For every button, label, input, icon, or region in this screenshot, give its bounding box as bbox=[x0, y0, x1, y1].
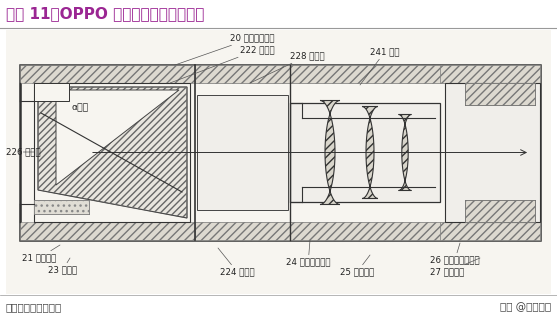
Text: 26 第一图像传感器: 26 第一图像传感器 bbox=[430, 243, 480, 264]
Bar bbox=[440, 222, 540, 240]
Bar bbox=[20, 65, 540, 83]
Text: 资料来源：新浪数码: 资料来源：新浪数码 bbox=[6, 302, 62, 312]
Polygon shape bbox=[320, 100, 340, 204]
Bar bbox=[34, 83, 190, 222]
Text: 226 入光面: 226 入光面 bbox=[6, 147, 41, 157]
Bar bbox=[195, 65, 290, 83]
Bar bbox=[465, 200, 535, 222]
Bar bbox=[445, 83, 540, 222]
Bar bbox=[465, 83, 535, 105]
Text: 21 第一外壳: 21 第一外壳 bbox=[22, 245, 60, 263]
Bar bbox=[440, 65, 540, 83]
Text: 241 镜片: 241 镜片 bbox=[360, 48, 399, 85]
Text: 24 第一镜片组件: 24 第一镜片组件 bbox=[286, 240, 330, 266]
Text: 20 第一成像模组: 20 第一成像模组 bbox=[175, 33, 275, 65]
Bar bbox=[34, 200, 89, 214]
Bar bbox=[34, 200, 89, 214]
Bar bbox=[465, 83, 535, 105]
Bar bbox=[290, 103, 440, 202]
Polygon shape bbox=[56, 90, 179, 185]
Polygon shape bbox=[399, 115, 412, 190]
Text: 222 入光面: 222 入光面 bbox=[170, 46, 275, 83]
Bar bbox=[197, 95, 288, 210]
Polygon shape bbox=[362, 107, 378, 198]
Bar bbox=[290, 65, 440, 83]
Bar bbox=[6, 30, 551, 294]
Text: 23 安插座: 23 安插座 bbox=[48, 258, 77, 275]
Text: 224 背光面: 224 背光面 bbox=[218, 248, 255, 277]
Bar bbox=[20, 65, 540, 240]
Text: 头条 @未来智库: 头条 @未来智库 bbox=[500, 302, 551, 312]
Bar bbox=[290, 222, 440, 240]
Bar bbox=[34, 83, 69, 101]
Bar bbox=[465, 200, 535, 222]
Text: 27 驱动机构: 27 驱动机构 bbox=[430, 258, 480, 277]
Text: 图表 11：OPPO 的潜望式摄像头专利图: 图表 11：OPPO 的潜望式摄像头专利图 bbox=[6, 6, 204, 21]
Bar bbox=[0, 0, 557, 28]
Text: α角度: α角度 bbox=[72, 103, 89, 113]
Bar bbox=[20, 222, 540, 240]
Text: 25 运动元件: 25 运动元件 bbox=[340, 255, 374, 277]
Polygon shape bbox=[38, 87, 187, 218]
Text: 228 出光面: 228 出光面 bbox=[250, 51, 325, 83]
Bar bbox=[195, 222, 290, 240]
